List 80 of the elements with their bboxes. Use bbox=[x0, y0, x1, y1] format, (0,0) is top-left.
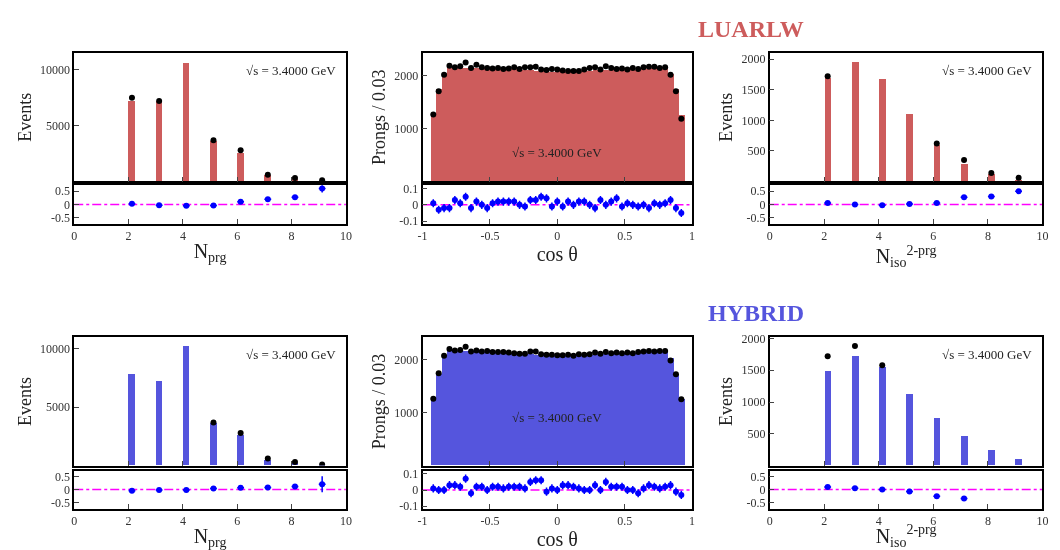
y-tick-label: -0.1 bbox=[399, 499, 419, 514]
x-tick-label: 1 bbox=[689, 228, 696, 243]
x-axis-title: N$_{prg}$ bbox=[193, 239, 227, 265]
y-tick-label: -0.5 bbox=[51, 496, 71, 511]
y-tick-label: 1000 bbox=[394, 121, 419, 136]
y-axis-title: Events bbox=[716, 92, 737, 142]
y-tick-label: 0 bbox=[412, 483, 419, 498]
x-tick-label: 10 bbox=[339, 513, 352, 528]
x-tick-label: 0.5 bbox=[617, 228, 633, 243]
y-tick-label: 10000 bbox=[40, 63, 71, 77]
x-tick-label: 4 bbox=[875, 228, 882, 243]
y-axis-title: Events bbox=[14, 92, 35, 142]
x-tick-label: 4 bbox=[179, 513, 186, 528]
x-tick-label: 10 bbox=[339, 228, 352, 243]
x-tick-label: 2 bbox=[125, 228, 132, 243]
chart-title: LUARLW bbox=[698, 16, 804, 42]
y-tick-label: 1000 bbox=[741, 395, 766, 410]
x-tick-label: 10 bbox=[1036, 228, 1049, 243]
y-tick-label: 500 bbox=[747, 427, 766, 442]
y-tick-label: 0 bbox=[64, 197, 71, 212]
x-tick-label: 2 bbox=[821, 228, 828, 243]
y-axis-title: Prongs / 0.03 bbox=[369, 353, 390, 450]
y-tick-label: 1000 bbox=[394, 405, 419, 420]
x-tick-label: 0 bbox=[554, 513, 561, 528]
y-tick-label: 1500 bbox=[741, 82, 766, 97]
y-tick-label: -0.5 bbox=[51, 210, 71, 225]
annotation: √s = 3.4000 GeV bbox=[246, 347, 337, 362]
x-tick-label: 6 bbox=[234, 228, 241, 243]
x-axis-title: cos θ bbox=[536, 242, 578, 265]
y-axis-title: Prongs / 0.03 bbox=[369, 69, 390, 166]
x-tick-label: -0.5 bbox=[480, 513, 500, 528]
y-tick-label: 5000 bbox=[46, 400, 71, 415]
annotation: √s = 3.4000 GeV bbox=[246, 63, 337, 78]
x-tick-label: 10 bbox=[1036, 513, 1049, 528]
y-tick-label: 1500 bbox=[741, 363, 766, 378]
x-tick-label: 6 bbox=[930, 228, 937, 243]
y-tick-label: 5000 bbox=[46, 118, 71, 133]
x-tick-label: 2 bbox=[821, 513, 828, 528]
y-tick-label: 0.5 bbox=[750, 184, 766, 199]
x-tick-label: -1 bbox=[417, 228, 428, 243]
x-tick-label: 0 bbox=[554, 228, 561, 243]
y-axis-title: Events bbox=[14, 376, 35, 426]
x-tick-label: -0.5 bbox=[480, 228, 500, 243]
y-tick-label: 0 bbox=[759, 482, 766, 497]
x-axis-title: cos θ bbox=[536, 527, 578, 550]
y-axis-title: Events bbox=[716, 376, 737, 426]
x-tick-label: 8 bbox=[288, 513, 295, 528]
y-tick-label: 0.5 bbox=[55, 469, 71, 484]
y-tick-label: 0 bbox=[64, 482, 71, 497]
y-tick-label: 2000 bbox=[394, 352, 419, 367]
y-tick-label: 0.5 bbox=[750, 469, 766, 484]
y-tick-label: 2000 bbox=[394, 68, 419, 83]
y-tick-label: -0.1 bbox=[399, 214, 419, 229]
y-tick-label: -0.5 bbox=[746, 496, 766, 511]
x-tick-label: 4 bbox=[179, 228, 186, 243]
annotation: √s = 3.4000 GeV bbox=[512, 145, 603, 160]
x-tick-label: 8 bbox=[288, 228, 295, 243]
x-tick-label: -1 bbox=[417, 513, 428, 528]
y-tick-label: 0 bbox=[759, 197, 766, 212]
x-tick-label: 8 bbox=[984, 228, 991, 243]
x-tick-label: 6 bbox=[234, 513, 241, 528]
chart-title: HYBRID bbox=[708, 300, 805, 326]
y-tick-label: 0.1 bbox=[403, 181, 419, 196]
y-tick-label: 1000 bbox=[741, 113, 766, 128]
annotation: √s = 3.4000 GeV bbox=[942, 63, 1033, 78]
x-tick-label: 2 bbox=[125, 513, 132, 528]
x-axis-title: N$_{prg}$ bbox=[193, 524, 227, 550]
annotation: √s = 3.4000 GeV bbox=[942, 347, 1033, 362]
y-tick-label: 2000 bbox=[741, 52, 766, 67]
y-tick-label: 0.1 bbox=[403, 466, 419, 481]
y-tick-label: 500 bbox=[747, 144, 766, 159]
y-tick-label: 0.5 bbox=[55, 184, 71, 199]
x-tick-label: 8 bbox=[984, 513, 991, 528]
y-tick-label: -0.5 bbox=[746, 210, 766, 225]
annotation: √s = 3.4000 GeV bbox=[512, 410, 603, 425]
y-tick-label: 2000 bbox=[741, 331, 766, 346]
x-tick-label: 1 bbox=[689, 513, 696, 528]
x-tick-label: 0.5 bbox=[617, 513, 633, 528]
y-tick-label: 10000 bbox=[40, 342, 71, 357]
y-tick-label: 0 bbox=[412, 198, 419, 213]
